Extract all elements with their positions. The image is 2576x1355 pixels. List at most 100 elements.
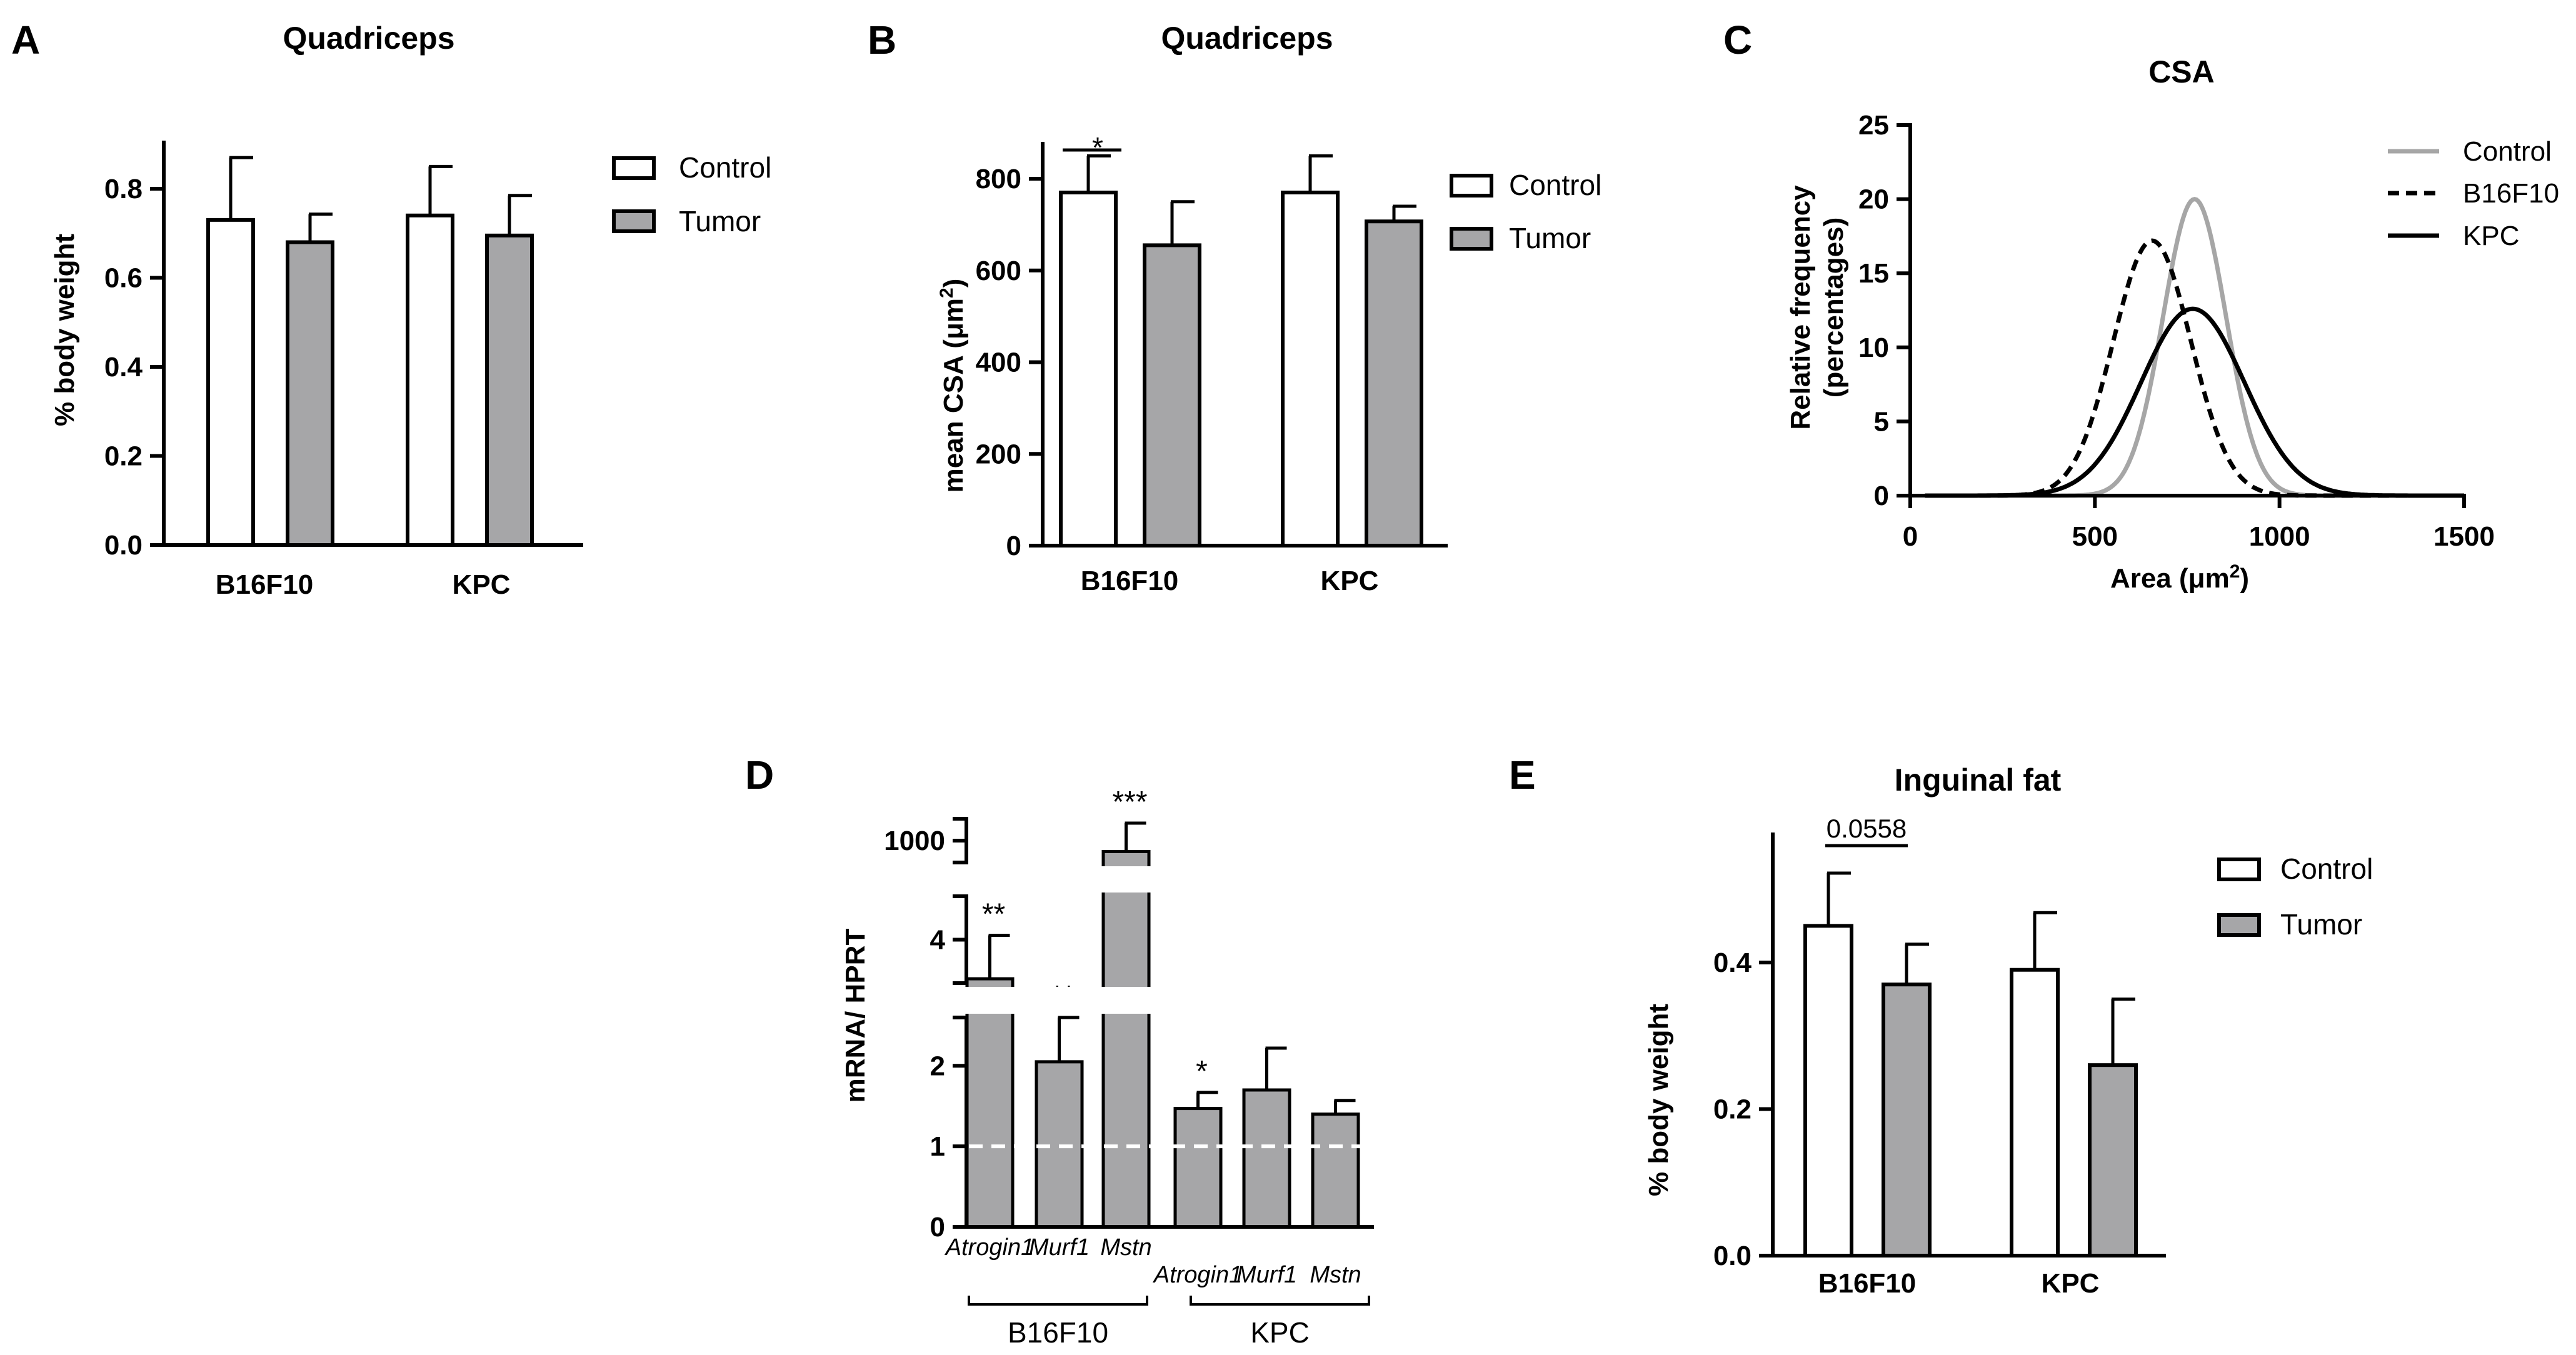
panel-c-xlabel: Area (μm2) bbox=[2110, 561, 2249, 594]
panel-a-bar-control-b16f10 bbox=[206, 218, 255, 547]
panel-b-ytick-label: 0 bbox=[1006, 531, 1021, 561]
panel-b-legend: Control Tumor bbox=[1450, 169, 1601, 254]
panel-e-pvalue: 0.0558 bbox=[1827, 814, 1907, 843]
panel-e-ylabel: % body weight bbox=[1643, 1004, 1674, 1196]
panel-c-legend-control: Control bbox=[2463, 136, 2552, 167]
panel-e-title: Inguinal fat bbox=[1895, 762, 2062, 798]
panel-d-bar-murf1 bbox=[1242, 1088, 1291, 1229]
panel-c-title: CSA bbox=[2148, 54, 2215, 89]
panel-e-legend: Control Tumor bbox=[2217, 852, 2373, 941]
panel-d-xtick-label: Atrogin1 bbox=[945, 1234, 1035, 1261]
panel-a-ylabel: % body weight bbox=[49, 234, 80, 426]
panel-d-group-bracket bbox=[1190, 1296, 1370, 1306]
panel-b-significance: * bbox=[1092, 131, 1103, 164]
panel-e-legend-tumor: Tumor bbox=[2280, 908, 2362, 941]
panel-b-xtick-b16f10: B16F10 bbox=[1081, 566, 1179, 596]
panel-d-axis-gap bbox=[963, 866, 1163, 892]
panel-letter-b: B bbox=[868, 18, 896, 62]
panel-a-legend-control-swatch bbox=[612, 156, 656, 180]
panel-letter-a: A bbox=[11, 18, 40, 62]
panel-d-bar-atrogin1 bbox=[1173, 1107, 1223, 1229]
panel-a-ytick-label: 0.4 bbox=[104, 352, 143, 382]
panel-d-xtick-label: Murf1 bbox=[1236, 1262, 1297, 1288]
panel-e-bar-tumor-kpc bbox=[2088, 1063, 2138, 1258]
panel-c-ytick-label: 15 bbox=[1858, 258, 1889, 289]
panel-a-ytick-label: 0.2 bbox=[104, 441, 143, 472]
panel-b-ytick-label: 200 bbox=[976, 439, 1021, 469]
panel-d-group-label: KPC bbox=[1250, 1316, 1310, 1349]
panel-d-significance: * bbox=[1196, 1055, 1208, 1088]
panel-c-xtick-label: 500 bbox=[2072, 521, 2118, 552]
panel-a-ytick-label: 0.8 bbox=[104, 174, 143, 204]
panel-c-ytick-label: 10 bbox=[1858, 332, 1889, 363]
panel-c-legend: Control B16F10 KPC bbox=[2388, 136, 2559, 251]
panel-b-ytick-label: 400 bbox=[976, 348, 1021, 378]
panel-d-ylabel: mRNA/ HPRT bbox=[840, 929, 871, 1103]
panel-c-xtick-label: 1500 bbox=[2433, 521, 2495, 552]
panel-c-ylabel-line1: Relative frequency bbox=[1785, 185, 1816, 430]
panel-c-ytick-label: 0 bbox=[1874, 481, 1889, 511]
panel-a-xtick-kpc: KPC bbox=[453, 569, 511, 600]
panel-b-bar-control-kpc bbox=[1281, 191, 1340, 548]
panel-a-bar-tumor-b16f10 bbox=[286, 240, 334, 547]
panel-b-legend-control-swatch bbox=[1450, 174, 1493, 198]
panel-c-ytick-label: 5 bbox=[1874, 406, 1889, 437]
panel-e-bar-control-b16f10 bbox=[1803, 924, 1853, 1258]
panel-b-legend-tumor-swatch bbox=[1450, 227, 1493, 251]
panel-letter-c: C bbox=[1723, 18, 1752, 62]
panel-a-legend-tumor-swatch bbox=[612, 209, 656, 233]
panel-c-xtick-label: 1000 bbox=[2249, 521, 2310, 552]
panel-e-ytick-label: 0.4 bbox=[1713, 948, 1752, 978]
panel-d-ytick-label: 2 bbox=[930, 1051, 945, 1081]
panel-b-ytick-label: 800 bbox=[976, 164, 1021, 194]
panel-c-ytick-label: 25 bbox=[1858, 110, 1889, 141]
panel-d-group-bracket bbox=[968, 1296, 1148, 1306]
panel-d-bar-mstn bbox=[1101, 850, 1151, 1229]
panel-c-legend-kpc: KPC bbox=[2463, 221, 2519, 251]
panel-d-ytick-label: 1 bbox=[930, 1131, 945, 1162]
panel-b-bar-tumor-kpc bbox=[1365, 219, 1423, 548]
panel-e-xtick-kpc: KPC bbox=[2042, 1268, 2100, 1299]
panel-b-legend-tumor: Tumor bbox=[1509, 222, 1591, 254]
panel-d-axis-gap bbox=[963, 987, 1163, 1014]
panel-a-ytick-label: 0.6 bbox=[104, 263, 143, 294]
panel-e-ytick-label: 0.2 bbox=[1713, 1094, 1752, 1125]
panel-c-ytick-label: 20 bbox=[1858, 184, 1889, 215]
panel-e-bar-control-kpc bbox=[2010, 968, 2060, 1258]
panel-b-ylabel: mean CSA (μm2) bbox=[936, 279, 970, 493]
panel-a-legend-control: Control bbox=[679, 151, 771, 184]
panel-e-legend-control: Control bbox=[2280, 852, 2373, 885]
panel-b-bar-control-b16f10 bbox=[1059, 191, 1118, 548]
panel-d-bar-atrogin1 bbox=[965, 977, 1015, 1229]
panel-c-ylabel-line2: (percentages) bbox=[1818, 218, 1849, 398]
panel-a-title: Quadriceps bbox=[283, 21, 454, 56]
panel-d-xtick-label: Atrogin1 bbox=[1153, 1262, 1243, 1288]
panel-b-title: Quadriceps bbox=[1161, 21, 1333, 56]
panel-e-bar-chart: Inguinal fat % body weight 0.0 0.2 0.4 B16… bbox=[1643, 762, 2373, 1299]
panel-e-xtick-b16f10: B16F10 bbox=[1818, 1268, 1917, 1299]
panel-b-legend-control: Control bbox=[1509, 169, 1601, 201]
panel-d-significance: *** bbox=[1112, 786, 1147, 819]
panel-c-xtick-label: 0 bbox=[1903, 521, 1918, 552]
panel-d-ytick-label: 1000 bbox=[884, 826, 945, 856]
panel-letter-e: E bbox=[1509, 752, 1536, 798]
panel-a-bar-chart: Quadriceps % body weight 0.0 0.2 0.4 0.6 0.8… bbox=[49, 21, 771, 600]
panel-letter-d: D bbox=[745, 752, 774, 798]
panel-c-curve-kpc bbox=[1925, 306, 2464, 498]
panel-d-bar-mstn bbox=[1311, 1112, 1360, 1229]
panel-d-significance: ** bbox=[982, 898, 1005, 931]
panel-c-line-chart: CSA Relative frequency (percentages) 0 5 1… bbox=[1785, 54, 2559, 594]
panel-b-xtick-kpc: KPC bbox=[1321, 566, 1379, 596]
panel-b-bar-tumor-b16f10 bbox=[1143, 243, 1201, 548]
panel-d-group-label: B16F10 bbox=[1008, 1316, 1108, 1349]
panel-d-xtick-label: Mstn bbox=[1310, 1262, 1361, 1288]
panel-a-legend: Control Tumor bbox=[612, 151, 771, 238]
panel-a-ytick-label: 0.0 bbox=[104, 530, 143, 561]
panel-d-ytick-label: 0 bbox=[930, 1212, 945, 1242]
panel-d-bar-murf1 bbox=[1035, 1060, 1084, 1229]
panel-d-xtick-label: Murf1 bbox=[1029, 1234, 1090, 1261]
panel-b-ytick-label: 600 bbox=[976, 256, 1021, 286]
panel-e-ytick-label: 0.0 bbox=[1713, 1241, 1752, 1271]
